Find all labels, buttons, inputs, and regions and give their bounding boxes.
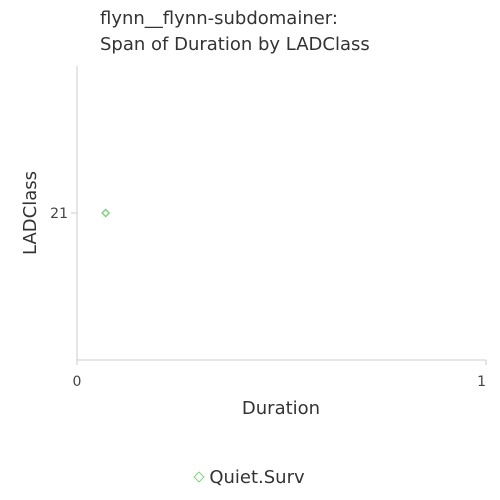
x-tick-label: 0 [73, 374, 82, 390]
chart-title-line-1: flynn__flynn-subdomainer: [100, 8, 338, 29]
legend: Quiet.Surv [0, 465, 500, 488]
legend-item-quiet-surv[interactable]: Quiet.Surv [193, 466, 305, 488]
chart-title: flynn__flynn-subdomainer: Span of Durati… [100, 6, 370, 58]
y-axis-label: LADClass [20, 171, 41, 255]
x-tick-label: 1 [477, 374, 486, 390]
x-axis-label: Duration [242, 398, 320, 419]
legend-marker [193, 471, 205, 483]
data-point[interactable] [101, 208, 111, 218]
chart-title-line-2: Span of Duration by LADClass [100, 34, 370, 55]
legend-label: Quiet.Surv [209, 466, 305, 488]
y-tick-label: 21 [50, 206, 68, 222]
